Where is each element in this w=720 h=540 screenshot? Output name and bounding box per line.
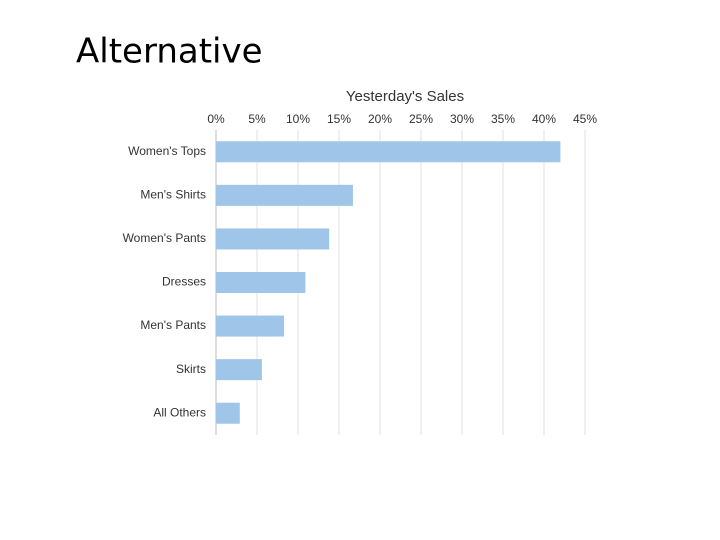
y-tick-label: Men's Pants	[140, 318, 206, 332]
x-tick-label: 25%	[409, 112, 433, 126]
bar	[216, 315, 285, 337]
bar	[216, 359, 262, 381]
x-tick-label: 10%	[286, 112, 310, 126]
y-tick-label: Men's Shirts	[140, 188, 206, 202]
chart-title: Yesterday's Sales	[346, 88, 464, 105]
y-tick-label: Skirts	[176, 362, 206, 376]
y-tick-label: Women's Tops	[128, 144, 206, 158]
bar	[216, 402, 240, 424]
bar	[216, 141, 561, 163]
x-tick-label: 30%	[450, 112, 474, 126]
bar	[216, 272, 306, 293]
x-tick-label: 40%	[532, 112, 556, 126]
y-tick-label: Women's Pants	[123, 231, 206, 245]
x-tick-label: 20%	[368, 112, 392, 126]
x-tick-label: 5%	[248, 112, 266, 126]
x-tick-label: 0%	[207, 112, 225, 126]
x-tick-label: 45%	[573, 112, 597, 126]
y-tick-label: All Others	[153, 405, 206, 419]
bar	[216, 228, 330, 250]
bar	[216, 184, 353, 206]
slide-heading: Alternative	[76, 32, 263, 72]
y-tick-label: Dresses	[162, 275, 206, 289]
x-tick-label: 15%	[327, 112, 351, 126]
x-tick-label: 35%	[491, 112, 515, 126]
